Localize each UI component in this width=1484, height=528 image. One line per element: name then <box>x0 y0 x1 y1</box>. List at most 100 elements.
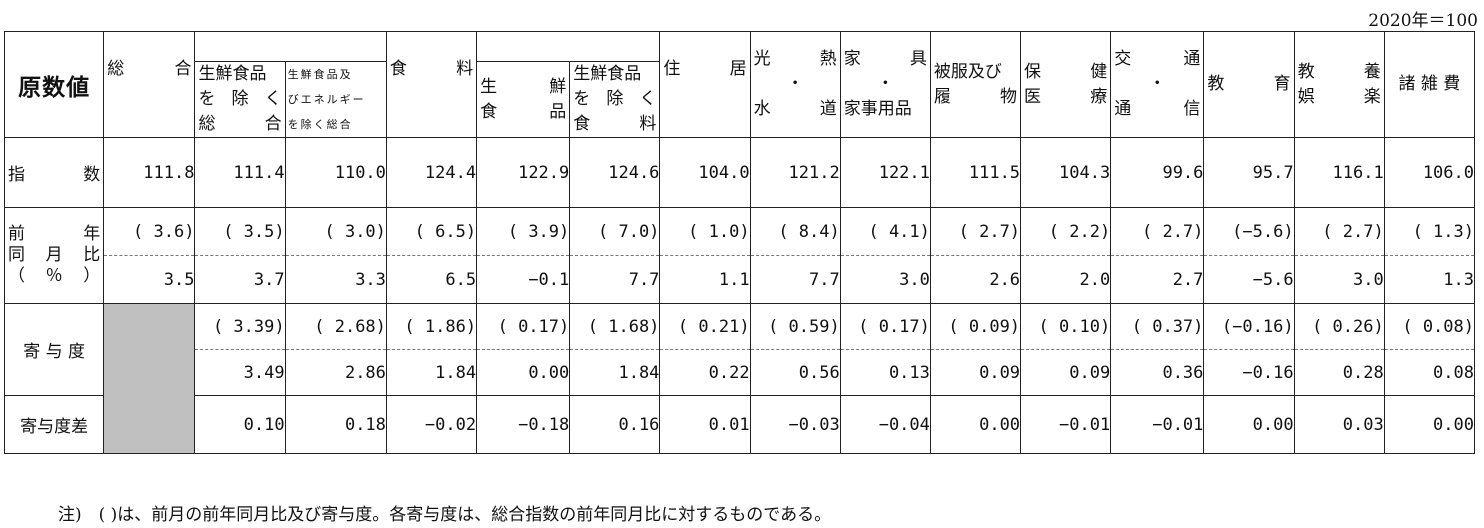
col-core-cpi: 生鮮食品 を除く 総合 <box>194 61 286 138</box>
diff-row-cell: −0.01 <box>1110 395 1205 454</box>
diff-row-cell: 0.18 <box>284 395 387 454</box>
contrib-prev-row-cell: (−0.16) <box>1203 303 1295 350</box>
footnote: 注) ( )は、前月の前年同月比及び寄与度。各寄与度は、総合指数の前年同月比に対… <box>58 505 832 525</box>
diff-row-cell: 0.00 <box>1203 395 1295 454</box>
base-year-note: 2020年＝100 <box>1368 11 1478 31</box>
col-core-core-cpi: 生鮮食品及 びエネルギー を除く総合 <box>284 61 387 138</box>
contrib-prev-row-cell: ( 0.17) <box>476 303 571 350</box>
yoy-row-cell: 1.3 <box>1383 255 1476 304</box>
yoy-row-cell: 7.7 <box>569 255 661 304</box>
contrib-prev-row-cell: ( 2.68) <box>284 303 387 350</box>
contrib-row-label: 寄 与 度 <box>3 303 105 396</box>
index-row-cell: 111.4 <box>194 137 286 208</box>
contrib-row-cell: 0.13 <box>839 349 931 396</box>
col-food-label: 食料 <box>389 59 474 79</box>
diff-row-cell: 0.01 <box>659 395 751 454</box>
yoy-row-cell: 3.7 <box>194 255 286 304</box>
yoy-prev-row: 前年 同月比 （％） ( 3.6)( 3.5)( 3.0)( 6.5)( 3.9… <box>3 207 1476 304</box>
yoy-prev-row-cell: ( 1.0) <box>659 207 751 256</box>
index-row: 指数 111.8 111.4 110.0 124.4 122.9 124.6 104.0 12… <box>3 137 1476 208</box>
core-group-header <box>194 31 387 62</box>
yoy-prev-row-cell: ( 3.0) <box>284 207 387 256</box>
yoy-row-cell: 3.3 <box>284 255 387 304</box>
col-clothing: 被服及び 履物 <box>929 31 1022 138</box>
contrib-row-cell: 0.08 <box>1383 349 1476 396</box>
cpi-table: 原数値 総合 食料 住居 光熱 ・ 水道 家具 ・ 家事用品 <box>3 31 1476 454</box>
index-row-cell: 99.6 <box>1110 137 1205 208</box>
contrib-prev-row-cell: ( 1.68) <box>569 303 661 350</box>
yoy-row-cell: 3.0 <box>1293 255 1385 304</box>
index-row-cell: 95.7 <box>1203 137 1295 208</box>
corner-header: 原数値 <box>3 31 105 138</box>
col-general: 総合 <box>103 31 196 138</box>
index-row-cell: 122.1 <box>839 137 931 208</box>
col-utilities: 光熱 ・ 水道 <box>749 31 841 138</box>
index-row-cell: 121.2 <box>749 137 841 208</box>
yoy-prev-row-cell: ( 4.1) <box>839 207 931 256</box>
contrib-row-cell: 1.84 <box>385 349 478 396</box>
index-row-label: 指数 <box>3 137 105 208</box>
diff-row-cell: −0.02 <box>385 395 478 454</box>
contrib-prev-row-cell: ( 1.86) <box>385 303 478 350</box>
col-misc: 諸 雑 費 <box>1383 31 1476 138</box>
yoy-prev-row-cell: ( 2.7) <box>1293 207 1385 256</box>
diff-row-cell: −0.03 <box>749 395 841 454</box>
yoy-row-cell: 6.5 <box>385 255 478 304</box>
yoy-prev-row-cell: ( 2.7) <box>929 207 1022 256</box>
yoy-row-cell: 2.7 <box>1110 255 1205 304</box>
contrib-row: 3.49 2.86 1.84 0.00 1.84 0.22 0.56 0.13 0.09 0.09… <box>5 349 1476 396</box>
yoy-row-cell: 1.1 <box>659 255 751 304</box>
contrib-prev-row-cell: ( 0.26) <box>1293 303 1385 350</box>
header-row-top: 原数値 総合 食料 住居 光熱 ・ 水道 家具 ・ 家事用品 <box>3 31 1476 138</box>
index-row-cell: 122.9 <box>476 137 571 208</box>
contrib-row-cell: 0.36 <box>1110 349 1205 396</box>
yoy-row-cell: 3.0 <box>839 255 931 304</box>
index-row-cell: 116.1 <box>1293 137 1385 208</box>
yoy-prev-row-cell: ( 3.9) <box>476 207 571 256</box>
index-row-cell: 104.0 <box>659 137 751 208</box>
diff-row-cell: −0.01 <box>1020 395 1112 454</box>
yoy-prev-row-cell: (−5.6) <box>1203 207 1295 256</box>
contrib-row-cell: −0.16 <box>1203 349 1295 396</box>
yoy-row-label: 前年 同月比 （％） <box>3 207 105 304</box>
contrib-row-cell: 1.84 <box>569 349 661 396</box>
col-housing-label: 住居 <box>663 59 747 79</box>
yoy-prev-row-cell: ( 3.6) <box>103 207 196 256</box>
col-housing: 住居 <box>659 31 751 138</box>
contrib-prev-row-cell: ( 0.10) <box>1020 303 1112 350</box>
yoy-prev-row-cell: ( 7.0) <box>569 207 661 256</box>
food-sub-group-header <box>476 31 661 62</box>
col-furniture: 家具 ・ 家事用品 <box>839 31 931 138</box>
col-education-label: 教育 <box>1207 74 1291 94</box>
col-food: 食料 <box>385 31 478 138</box>
diff-row-cell: 0.10 <box>194 395 286 454</box>
col-food-ex-fresh: 生鮮食品 を除く 食料 <box>569 61 661 138</box>
yoy-prev-row-cell: ( 8.4) <box>749 207 841 256</box>
diff-row-cell: −0.04 <box>839 395 931 454</box>
yoy-prev-row-cell: ( 2.2) <box>1020 207 1112 256</box>
diff-row-cell: 0.16 <box>569 395 661 454</box>
contrib-row-cell: 0.09 <box>929 349 1022 396</box>
index-row-cell: 110.0 <box>284 137 387 208</box>
contrib-diff-row-label: 寄与度差 <box>3 395 105 454</box>
contrib-prev-row-cell: ( 0.09) <box>929 303 1022 350</box>
yoy-row-cell: 7.7 <box>749 255 841 304</box>
diff-row-cell: −0.18 <box>476 395 571 454</box>
contrib-row-cell: 0.28 <box>1293 349 1385 396</box>
contrib-row-cell: 3.49 <box>194 349 286 396</box>
col-transport: 交通 ・ 通信 <box>1110 31 1205 138</box>
yoy-row-cell: 2.6 <box>929 255 1022 304</box>
col-medical: 保健 医療 <box>1020 31 1112 138</box>
contrib-row-cell: 2.86 <box>284 349 387 396</box>
contrib-prev-row-cell: ( 0.17) <box>839 303 931 350</box>
contrib-diff-row: 寄与度差 0.10 0.18 −0.02 −0.18 0.16 0.01 −0.03 −0.0… <box>3 395 1476 454</box>
yoy-prev-row-cell: ( 3.5) <box>194 207 286 256</box>
diff-row-cell: 0.00 <box>929 395 1022 454</box>
diff-row-cell: 0.03 <box>1293 395 1385 454</box>
contrib-row-cell: 0.09 <box>1020 349 1112 396</box>
index-row-cell: 104.3 <box>1020 137 1112 208</box>
col-education: 教育 <box>1203 31 1295 138</box>
contrib-prev-row: 寄 与 度 ( 3.39)( 2.68)( 1.86)( 0.17)( 1.68… <box>3 303 1476 454</box>
index-row-cell: 106.0 <box>1383 137 1476 208</box>
col-culture: 教養 娯楽 <box>1293 31 1385 138</box>
